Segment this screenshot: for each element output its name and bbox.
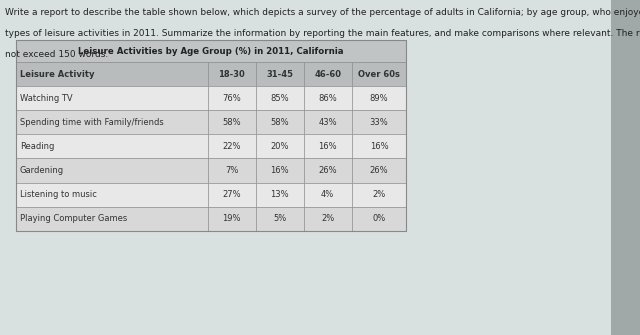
Text: Watching TV: Watching TV <box>20 94 72 103</box>
Bar <box>351 183 406 207</box>
Bar <box>16 110 208 134</box>
Text: 2%: 2% <box>321 214 334 223</box>
Text: 20%: 20% <box>271 142 289 151</box>
Text: 22%: 22% <box>223 142 241 151</box>
Text: Gardening: Gardening <box>20 166 64 175</box>
Text: 2%: 2% <box>372 190 386 199</box>
Bar <box>351 86 406 110</box>
Bar <box>303 134 351 158</box>
Text: 16%: 16% <box>370 142 388 151</box>
Text: 76%: 76% <box>222 94 241 103</box>
Text: 58%: 58% <box>223 118 241 127</box>
Bar <box>256 158 303 183</box>
Text: 5%: 5% <box>273 214 286 223</box>
Bar <box>16 183 208 207</box>
Bar <box>16 62 208 86</box>
Text: Write a report to describe the table shown below, which depicts a survey of the : Write a report to describe the table sho… <box>5 8 640 17</box>
Text: 43%: 43% <box>318 118 337 127</box>
Text: 18-30: 18-30 <box>218 70 245 78</box>
Text: Listening to music: Listening to music <box>20 190 97 199</box>
Bar <box>351 62 406 86</box>
Bar <box>16 40 406 62</box>
Text: Over 60s: Over 60s <box>358 70 400 78</box>
Bar <box>208 86 256 110</box>
Text: 27%: 27% <box>223 190 241 199</box>
Text: 33%: 33% <box>370 118 388 127</box>
Bar <box>351 158 406 183</box>
Bar <box>208 62 256 86</box>
Text: Spending time with Family/friends: Spending time with Family/friends <box>20 118 164 127</box>
Text: 85%: 85% <box>270 94 289 103</box>
Bar <box>303 158 351 183</box>
Text: 4%: 4% <box>321 190 334 199</box>
Text: 16%: 16% <box>270 166 289 175</box>
Bar <box>351 110 406 134</box>
Text: not exceed 150 words.: not exceed 150 words. <box>5 50 108 59</box>
Bar <box>16 40 406 231</box>
Bar <box>256 134 303 158</box>
Text: 19%: 19% <box>223 214 241 223</box>
Bar <box>611 0 640 335</box>
Text: 58%: 58% <box>270 118 289 127</box>
Bar <box>256 110 303 134</box>
Text: 26%: 26% <box>318 166 337 175</box>
Text: Leisure Activities by Age Group (%) in 2011, California: Leisure Activities by Age Group (%) in 2… <box>79 47 344 56</box>
Text: 89%: 89% <box>370 94 388 103</box>
Bar <box>256 62 303 86</box>
Bar <box>303 110 351 134</box>
Text: 26%: 26% <box>370 166 388 175</box>
Text: Playing Computer Games: Playing Computer Games <box>20 214 127 223</box>
Bar <box>16 207 208 231</box>
Text: 0%: 0% <box>372 214 386 223</box>
Text: 31-45: 31-45 <box>266 70 293 78</box>
Bar <box>208 207 256 231</box>
Bar <box>303 183 351 207</box>
Text: Reading: Reading <box>20 142 54 151</box>
Bar <box>16 86 208 110</box>
Text: types of leisure activities in 2011. Summarize the information by reporting the : types of leisure activities in 2011. Sum… <box>5 29 640 38</box>
Bar <box>256 183 303 207</box>
Text: 86%: 86% <box>318 94 337 103</box>
Text: 7%: 7% <box>225 166 239 175</box>
Bar <box>16 134 208 158</box>
Bar <box>208 134 256 158</box>
Text: 46-60: 46-60 <box>314 70 341 78</box>
Bar <box>208 110 256 134</box>
Bar <box>351 134 406 158</box>
Text: 16%: 16% <box>318 142 337 151</box>
Bar <box>208 158 256 183</box>
Bar <box>208 183 256 207</box>
Bar <box>256 86 303 110</box>
Text: Leisure Activity: Leisure Activity <box>20 70 94 78</box>
Bar <box>16 158 208 183</box>
Bar <box>303 62 351 86</box>
Bar <box>303 207 351 231</box>
Bar <box>256 207 303 231</box>
Text: 13%: 13% <box>270 190 289 199</box>
Bar <box>351 207 406 231</box>
Bar <box>303 86 351 110</box>
